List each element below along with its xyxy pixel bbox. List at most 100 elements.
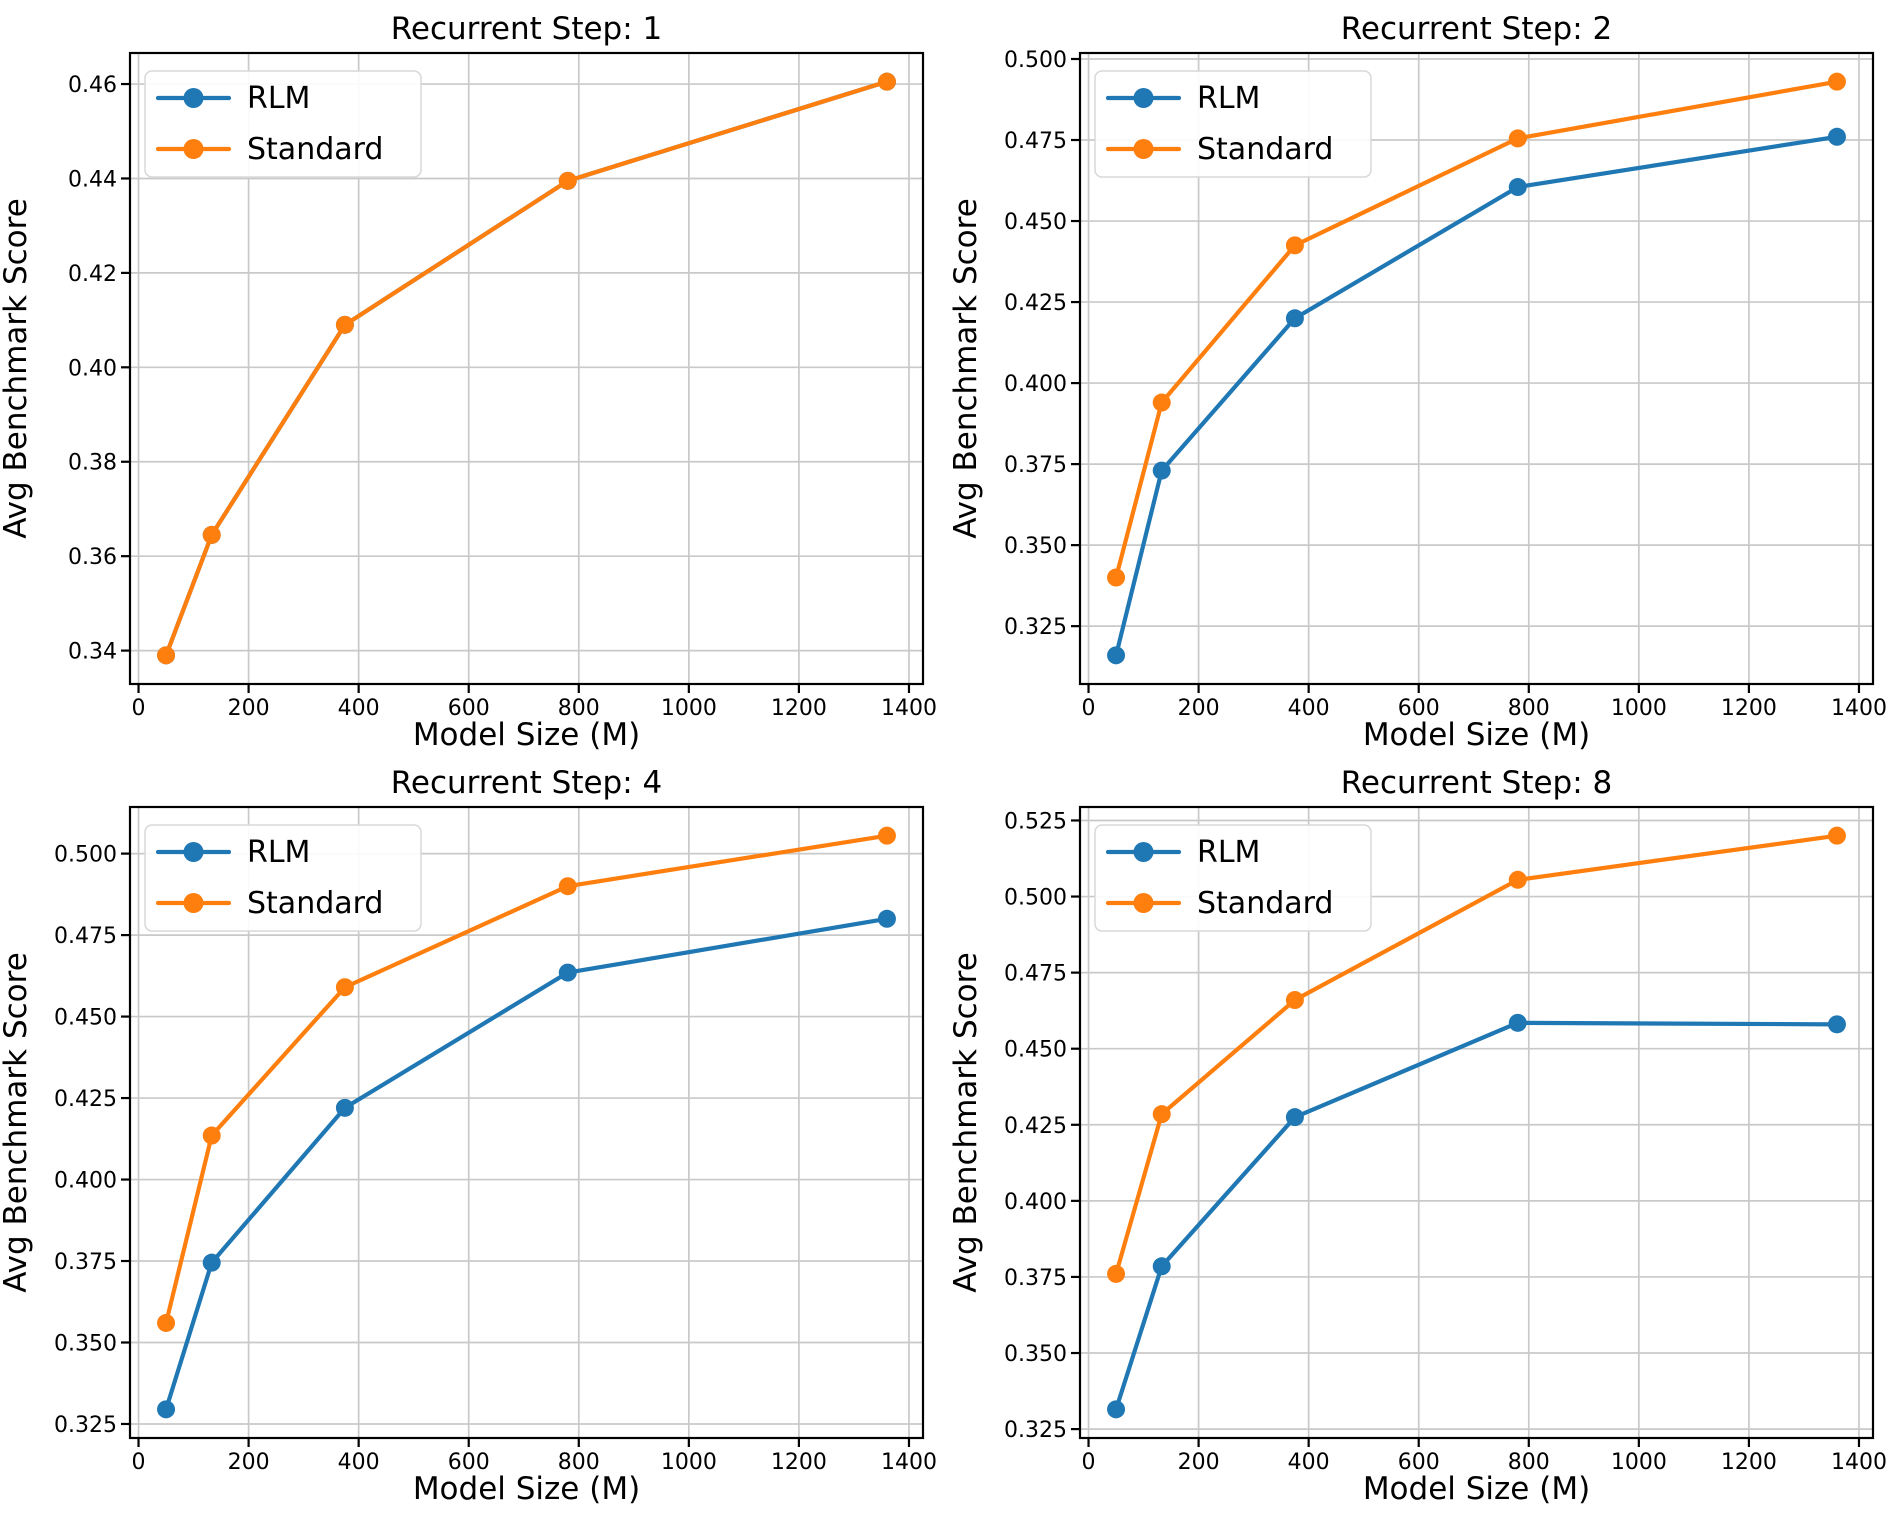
x-tick-label: 600 — [448, 1450, 490, 1475]
legend-label-standard: Standard — [1197, 886, 1333, 921]
y-tick-label: 0.350 — [1004, 1342, 1067, 1367]
x-tick-label: 0 — [1081, 1450, 1095, 1475]
x-axis-label: Model Size (M) — [413, 717, 640, 753]
x-tick-label: 600 — [448, 696, 490, 721]
chart-canvas-step-1: 0 200 400 600 800 1000 1200 1400 0.34 0.36 0.38 0.4… — [0, 0, 950, 765]
x-tick-label: 1000 — [1610, 1450, 1666, 1475]
data-point-rlm — [1827, 1015, 1846, 1034]
legend-label-rlm: RLM — [247, 81, 310, 116]
y-tick-label: 0.325 — [1004, 615, 1067, 640]
data-point-rlm — [1285, 309, 1304, 328]
legend: RLM Standard — [1093, 824, 1372, 932]
x-tick-label: 1000 — [1610, 696, 1666, 721]
x-tick-label: 0 — [132, 696, 146, 721]
x-tick-label: 400 — [338, 696, 380, 721]
axes-border — [128, 805, 925, 1440]
data-point-standard — [1152, 1105, 1171, 1124]
y-tick-label: 0.525 — [1004, 809, 1067, 834]
gridlines — [130, 807, 923, 1438]
chart-title: Recurrent Step: 1 — [391, 11, 663, 47]
data-point-standard — [877, 826, 896, 845]
x-tick-label: 800 — [558, 696, 600, 721]
y-tick-label: 0.400 — [54, 1169, 117, 1194]
x-tick-label: 1200 — [771, 1450, 827, 1475]
x-tick-label: 1200 — [1720, 1450, 1776, 1475]
x-axis-label: Model Size (M) — [413, 1471, 640, 1507]
y-tick-label: 0.450 — [1004, 210, 1067, 235]
data-point-standard — [157, 646, 176, 665]
subplot-recurrent-step-2: 0 200 400 600 800 1000 1200 1400 0.325 0.350 0.375… — [949, 0, 1899, 765]
legend: RLM Standard — [1093, 70, 1372, 178]
legend-marker-standard — [183, 139, 204, 159]
data-point-standard — [1285, 236, 1304, 255]
y-tick-label: 0.375 — [54, 1250, 117, 1275]
legend-marker-standard — [1133, 893, 1153, 913]
y-tick-label: 0.375 — [1004, 453, 1067, 478]
series-rlm — [1106, 127, 1846, 665]
series-standard — [157, 826, 896, 1332]
x-tick-label: 1200 — [1720, 696, 1776, 721]
data-point-standard — [202, 1126, 221, 1145]
x-tick-label: 1400 — [1830, 1450, 1886, 1475]
data-point-rlm — [1152, 1257, 1171, 1276]
y-tick-label: 0.500 — [1004, 886, 1067, 911]
x-tick-label: 1400 — [881, 1450, 937, 1475]
x-axis-label: Model Size (M) — [1362, 717, 1589, 753]
y-tick-label: 0.44 — [68, 167, 117, 192]
legend: RLM Standard — [144, 824, 422, 932]
x-tick-label: 600 — [1397, 696, 1439, 721]
data-point-standard — [1827, 72, 1846, 91]
legend-label-rlm: RLM — [1197, 81, 1260, 116]
data-point-standard — [1285, 991, 1304, 1010]
x-tick-label: 200 — [228, 696, 270, 721]
subplot-recurrent-step-1: 0 200 400 600 800 1000 1200 1400 0.34 0.36 0.38 0.4… — [0, 0, 950, 765]
x-tick-label: 200 — [228, 1450, 270, 1475]
tick-marks — [121, 852, 911, 1447]
data-point-standard — [1152, 393, 1171, 412]
legend-marker-standard — [1133, 139, 1153, 159]
plot-background — [0, 765, 950, 1530]
y-axis-label: Avg Benchmark Score — [0, 198, 34, 539]
data-point-rlm — [157, 1400, 176, 1419]
tick-marks — [121, 82, 911, 693]
legend-marker-rlm — [183, 842, 204, 862]
data-point-standard — [558, 877, 577, 896]
axes-border — [1078, 51, 1874, 686]
data-point-standard — [1106, 1264, 1125, 1283]
x-tick-label: 1400 — [881, 696, 937, 721]
x-tick-label: 0 — [132, 1450, 146, 1475]
chart-title: Recurrent Step: 8 — [1340, 765, 1612, 801]
data-point-rlm — [1152, 461, 1171, 480]
y-tick-label: 0.36 — [68, 545, 117, 570]
data-point-standard — [335, 978, 354, 997]
axes-border — [1078, 805, 1874, 1440]
y-tick-label: 0.40 — [68, 356, 117, 381]
y-tick-label: 0.450 — [1004, 1038, 1067, 1063]
chart-canvas-step-4: 0 200 400 600 800 1000 1200 1400 0.325 0.350 0.375… — [0, 765, 950, 1530]
series-standard — [1106, 826, 1846, 1283]
x-tick-label: 1000 — [661, 1450, 717, 1475]
series-rlm — [1106, 1013, 1846, 1419]
chart-canvas-step-2: 0 200 400 600 800 1000 1200 1400 0.325 0.350 0.375… — [949, 0, 1899, 765]
x-tick-label: 1400 — [1830, 696, 1886, 721]
data-point-rlm — [877, 909, 896, 928]
data-point-rlm — [1106, 1400, 1125, 1419]
x-tick-label: 800 — [558, 1450, 600, 1475]
data-point-rlm — [1827, 127, 1846, 146]
data-point-rlm — [1508, 178, 1527, 197]
chart-canvas-step-8: 0 200 400 600 800 1000 1200 1400 0.325 0.350 0.375… — [949, 765, 1899, 1530]
y-tick-label: 0.425 — [1004, 1114, 1067, 1139]
data-point-standard — [1106, 568, 1125, 587]
y-tick-label: 0.400 — [1004, 372, 1067, 397]
x-tick-label: 800 — [1507, 1450, 1549, 1475]
legend-label-rlm: RLM — [247, 835, 310, 870]
y-tick-label: 0.450 — [54, 1006, 117, 1031]
x-tick-label: 200 — [1177, 696, 1219, 721]
x-axis-label: Model Size (M) — [1362, 1471, 1589, 1507]
y-axis-label: Avg Benchmark Score — [950, 952, 984, 1293]
y-tick-label: 0.475 — [1004, 129, 1067, 154]
x-tick-label: 600 — [1397, 1450, 1439, 1475]
legend-label-standard: Standard — [247, 132, 383, 167]
data-point-standard — [877, 72, 896, 91]
data-point-standard — [1508, 870, 1527, 889]
